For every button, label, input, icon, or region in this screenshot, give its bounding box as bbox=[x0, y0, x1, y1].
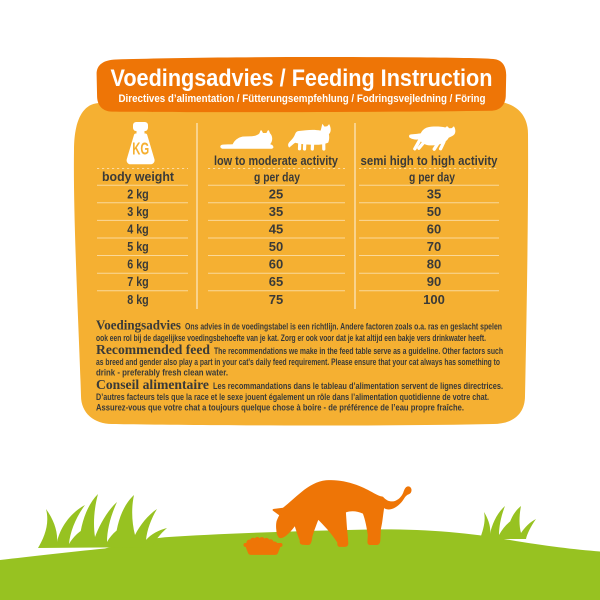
svg-text:2 kg: 2 kg bbox=[127, 187, 149, 202]
svg-text:7 kg: 7 kg bbox=[127, 274, 149, 289]
svg-text:as breed and gender also play: as breed and gender also play a part in … bbox=[96, 357, 500, 367]
svg-text:90: 90 bbox=[427, 274, 441, 289]
svg-text:D’autres facteurs tels que la: D’autres facteurs tels que la race et le… bbox=[96, 392, 489, 402]
svg-text:75: 75 bbox=[269, 292, 283, 307]
svg-text:60: 60 bbox=[269, 257, 283, 272]
svg-text:60: 60 bbox=[427, 222, 441, 237]
svg-text:8 kg: 8 kg bbox=[127, 292, 149, 307]
svg-text:3 kg: 3 kg bbox=[127, 204, 149, 219]
svg-text:25: 25 bbox=[269, 187, 283, 202]
svg-text:Voedingsadvies / Feeding Instr: Voedingsadvies / Feeding Instruction bbox=[111, 65, 493, 92]
svg-text:50: 50 bbox=[269, 239, 283, 254]
svg-text:6 kg: 6 kg bbox=[127, 257, 149, 272]
svg-text:5 kg: 5 kg bbox=[127, 239, 149, 254]
svg-text:body weight: body weight bbox=[102, 170, 175, 184]
svg-text:35: 35 bbox=[427, 187, 441, 202]
svg-text:100: 100 bbox=[423, 292, 445, 307]
svg-text:50: 50 bbox=[427, 204, 441, 219]
svg-text:g per day: g per day bbox=[254, 171, 300, 185]
svg-text:35: 35 bbox=[269, 204, 283, 219]
svg-text:low to moderate activity: low to moderate activity bbox=[214, 154, 338, 168]
svg-text:45: 45 bbox=[269, 222, 283, 237]
svg-text:Assurez-vous que votre chat a: Assurez-vous que votre chat a toujours q… bbox=[96, 403, 464, 413]
svg-text:semi high to high activity: semi high to high activity bbox=[361, 154, 498, 168]
svg-text:80: 80 bbox=[427, 257, 441, 272]
svg-text:KG: KG bbox=[132, 139, 149, 159]
svg-text:g per day: g per day bbox=[409, 171, 455, 185]
svg-text:Directives d’alimentation / Fü: Directives d’alimentation / Fütterungsem… bbox=[119, 93, 486, 105]
svg-text:65: 65 bbox=[269, 274, 283, 289]
svg-text:70: 70 bbox=[427, 239, 441, 254]
svg-text:4 kg: 4 kg bbox=[127, 222, 149, 237]
svg-text:ook een rol bij de dagelijkse: ook een rol bij de dagelijkse voedingsbe… bbox=[96, 333, 486, 343]
svg-text:drink - preferably fresh clean: drink - preferably fresh clean water. bbox=[96, 368, 228, 378]
